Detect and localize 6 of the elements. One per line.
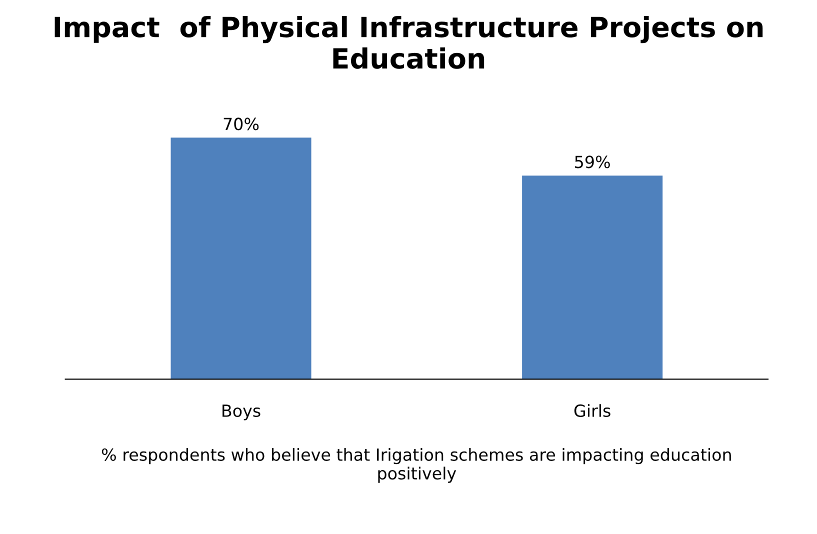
x-tick-label: Boys <box>222 404 260 420</box>
x-axis-title: % respondents who believe that Irigation schemes are impacting education positively <box>102 448 731 483</box>
data-label: 59% <box>575 156 610 168</box>
chart-title: Impact of Physical Infrastructure Projects on Education <box>54 16 763 69</box>
data-label: 70% <box>224 118 259 130</box>
x-tick-label: Girls <box>574 404 610 418</box>
